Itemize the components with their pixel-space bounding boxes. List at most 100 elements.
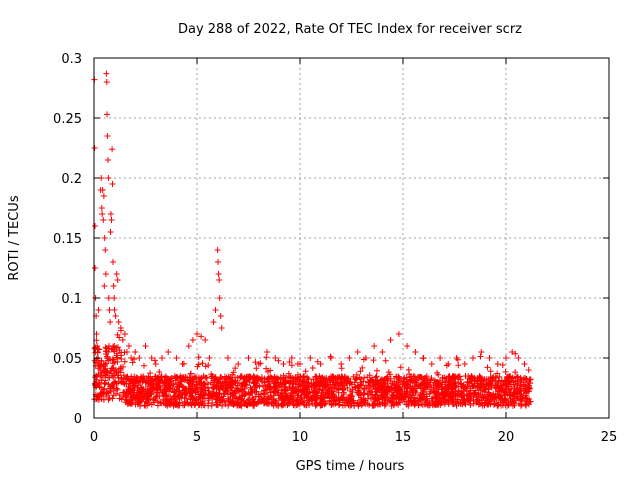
- y-tick-label: 0: [74, 412, 82, 427]
- data-point: [194, 331, 200, 337]
- data-point: [201, 402, 208, 409]
- data-point: [243, 378, 250, 385]
- data-point: [430, 382, 437, 389]
- data-point: [103, 348, 110, 355]
- data-point: [193, 384, 200, 390]
- data-point: [371, 343, 378, 349]
- data-point: [125, 375, 132, 382]
- data-point: [505, 401, 512, 408]
- data-point: [247, 374, 254, 381]
- data-point: [238, 374, 245, 381]
- data-point: [288, 355, 295, 361]
- data-point: [188, 389, 194, 396]
- data-point: [162, 397, 169, 404]
- data-point: [102, 271, 109, 277]
- data-point: [109, 146, 116, 153]
- data-point: [290, 398, 297, 405]
- data-point: [110, 374, 117, 381]
- data-point: [479, 393, 486, 400]
- data-point: [195, 400, 202, 407]
- data-point: [391, 381, 398, 388]
- data-point: [515, 388, 521, 395]
- data-point: [216, 378, 223, 385]
- data-point: [353, 371, 360, 378]
- data-point: [249, 394, 256, 401]
- data-point: [261, 378, 268, 385]
- data-point: [241, 385, 248, 392]
- data-point: [503, 355, 509, 361]
- data-point: [357, 379, 364, 386]
- data-point: [111, 295, 118, 301]
- data-point: [128, 355, 135, 361]
- data-point: [94, 349, 101, 355]
- data-point: [100, 217, 107, 223]
- data-point: [464, 383, 471, 390]
- y-tick-label: 0.1: [61, 292, 82, 307]
- data-point: [470, 396, 477, 403]
- data-point: [255, 400, 261, 407]
- data-point: [432, 395, 439, 401]
- data-point: [252, 393, 259, 400]
- data-point: [176, 394, 182, 401]
- data-point: [524, 384, 531, 391]
- data-point: [388, 385, 395, 391]
- data-point: [422, 401, 429, 408]
- data-point: [246, 379, 253, 386]
- data-point: [502, 368, 509, 375]
- data-point: [312, 402, 319, 409]
- data-point: [99, 211, 106, 217]
- data-point: [92, 374, 99, 381]
- data-point: [216, 277, 223, 283]
- data-point: [261, 388, 268, 394]
- data-point: [147, 395, 154, 402]
- data-point: [485, 389, 492, 396]
- data-point: [330, 388, 336, 395]
- data-point: [248, 386, 255, 393]
- data-point: [492, 390, 499, 397]
- data-point: [270, 388, 277, 395]
- data-point: [455, 379, 462, 386]
- data-point: [159, 355, 165, 361]
- data-point: [495, 401, 502, 408]
- data-point: [494, 379, 501, 386]
- data-point: [513, 373, 520, 380]
- data-point: [291, 375, 297, 382]
- data-point: [251, 399, 258, 406]
- data-point: [268, 400, 275, 407]
- data-point: [148, 391, 155, 398]
- x-tick-label: 25: [601, 430, 618, 445]
- data-point: [468, 373, 475, 380]
- data-point: [150, 380, 156, 387]
- data-point: [99, 187, 106, 193]
- data-point: [356, 392, 363, 399]
- data-point: [393, 399, 400, 406]
- data-point: [372, 374, 379, 381]
- data-point: [330, 381, 337, 388]
- data-point: [238, 381, 245, 388]
- y-tick-label: 0.2: [61, 172, 82, 187]
- data-point: [222, 378, 229, 385]
- data-point: [92, 223, 98, 229]
- data-point: [286, 396, 293, 403]
- data-point: [128, 393, 135, 400]
- data-point: [324, 379, 331, 386]
- data-point: [137, 397, 144, 404]
- data-point: [151, 357, 158, 364]
- data-point: [405, 366, 412, 373]
- data-point: [496, 373, 503, 380]
- scatter-points: [91, 70, 534, 409]
- data-point: [489, 393, 496, 400]
- data-point: [339, 376, 345, 383]
- data-point: [152, 361, 159, 367]
- data-point: [173, 355, 180, 361]
- data-point: [306, 396, 313, 403]
- data-point: [401, 393, 408, 400]
- data-point: [198, 385, 205, 392]
- data-point: [354, 399, 361, 406]
- data-point: [297, 394, 304, 401]
- data-point: [264, 386, 271, 393]
- data-point: [105, 389, 112, 396]
- data-point: [401, 380, 407, 387]
- data-point: [190, 394, 197, 401]
- data-point: [494, 361, 501, 367]
